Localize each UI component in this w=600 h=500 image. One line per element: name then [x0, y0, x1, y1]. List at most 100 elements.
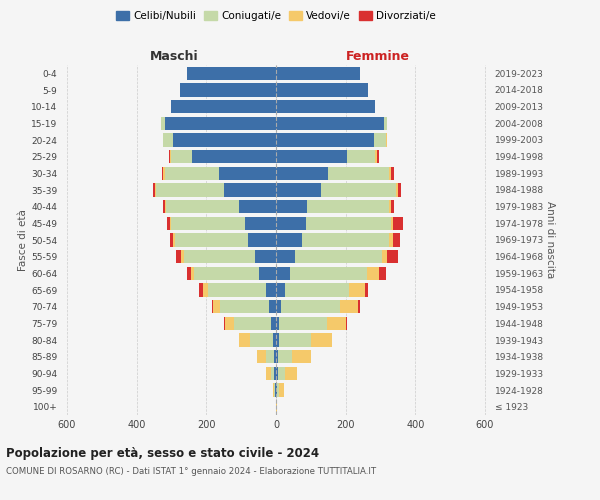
Bar [224, 316, 226, 330]
Bar [266, 366, 271, 380]
Bar [393, 216, 403, 230]
Bar [274, 366, 276, 380]
Bar [346, 316, 347, 330]
Bar [181, 250, 184, 264]
Bar [248, 234, 276, 246]
Bar [398, 184, 401, 196]
Bar [349, 284, 365, 296]
Bar [167, 216, 170, 230]
Text: COMUNE DI ROSARNO (RC) - Dati ISTAT 1° gennaio 2024 - Elaborazione TUTTITALIA.IT: COMUNE DI ROSARNO (RC) - Dati ISTAT 1° g… [6, 468, 376, 476]
Bar [212, 300, 213, 314]
Bar [377, 150, 379, 164]
Bar [276, 66, 359, 80]
Bar [194, 266, 259, 280]
Bar [290, 266, 367, 280]
Bar [374, 134, 386, 146]
Bar [281, 300, 340, 314]
Bar [276, 266, 290, 280]
Bar [234, 316, 271, 330]
Bar [218, 166, 276, 180]
Bar [184, 250, 255, 264]
Bar [257, 350, 266, 364]
Bar [213, 300, 220, 314]
Bar [165, 200, 166, 213]
Bar [153, 184, 155, 196]
Bar [311, 334, 332, 346]
Bar [224, 184, 276, 196]
Bar [175, 234, 248, 246]
Bar [340, 300, 358, 314]
Bar [379, 266, 386, 280]
Bar [384, 116, 388, 130]
Bar [302, 234, 389, 246]
Bar [292, 350, 311, 364]
Bar [285, 284, 349, 296]
Bar [280, 334, 311, 346]
Legend: Celibi/Nubili, Coniugati/e, Vedovi/e, Divorziati/e: Celibi/Nubili, Coniugati/e, Vedovi/e, Di… [113, 8, 439, 24]
Bar [163, 166, 164, 180]
Bar [391, 200, 394, 213]
Bar [276, 134, 374, 146]
Bar [276, 250, 295, 264]
Bar [166, 200, 239, 213]
Y-axis label: Anni di nascita: Anni di nascita [545, 202, 555, 278]
Bar [277, 384, 279, 396]
Bar [163, 200, 165, 213]
Bar [276, 150, 347, 164]
Bar [276, 334, 280, 346]
Bar [161, 116, 164, 130]
Bar [164, 166, 218, 180]
Bar [187, 66, 276, 80]
Bar [358, 300, 359, 314]
Bar [307, 200, 389, 213]
Bar [326, 316, 346, 330]
Bar [276, 284, 285, 296]
Bar [275, 384, 276, 396]
Bar [276, 234, 302, 246]
Bar [272, 384, 274, 396]
Bar [321, 184, 396, 196]
Bar [276, 300, 281, 314]
Bar [164, 116, 276, 130]
Bar [173, 234, 175, 246]
Bar [276, 216, 305, 230]
Bar [266, 284, 276, 296]
Bar [278, 366, 285, 380]
Bar [203, 284, 208, 296]
Bar [274, 384, 275, 396]
Bar [391, 166, 394, 180]
Bar [276, 166, 328, 180]
Bar [279, 384, 284, 396]
Bar [199, 284, 203, 296]
Bar [276, 316, 280, 330]
Bar [172, 150, 193, 164]
Bar [173, 134, 276, 146]
Bar [172, 100, 276, 114]
Bar [347, 150, 375, 164]
Bar [170, 150, 172, 164]
Bar [276, 200, 307, 213]
Bar [208, 284, 266, 296]
Bar [266, 350, 274, 364]
Bar [367, 266, 379, 280]
Bar [239, 334, 250, 346]
Bar [276, 400, 277, 413]
Bar [239, 200, 276, 213]
Bar [389, 200, 391, 213]
Bar [170, 234, 173, 246]
Bar [170, 216, 172, 230]
Bar [272, 334, 276, 346]
Bar [255, 250, 276, 264]
Bar [250, 334, 272, 346]
Bar [375, 150, 377, 164]
Bar [259, 266, 276, 280]
Bar [389, 166, 391, 180]
Bar [226, 316, 234, 330]
Bar [274, 350, 276, 364]
Bar [393, 234, 400, 246]
Bar [276, 384, 277, 396]
Bar [328, 166, 389, 180]
Bar [388, 250, 398, 264]
Text: Popolazione per età, sesso e stato civile - 2024: Popolazione per età, sesso e stato civil… [6, 448, 319, 460]
Bar [220, 300, 269, 314]
